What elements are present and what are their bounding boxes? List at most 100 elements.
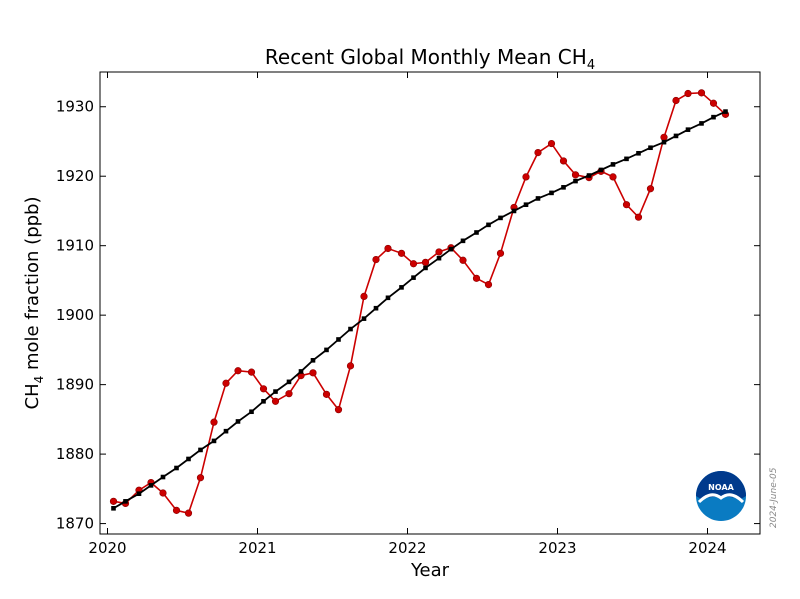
- data-point: [385, 295, 391, 301]
- y-tick-label: 1920: [56, 167, 94, 185]
- x-tick-label: 2020: [88, 539, 126, 557]
- data-point: [549, 190, 554, 196]
- data-point: [711, 114, 716, 120]
- data-point: [547, 139, 556, 148]
- data-point: [198, 447, 203, 453]
- data-point: [196, 474, 205, 482]
- data-point: [460, 238, 466, 244]
- data-point: [723, 109, 728, 114]
- data-point: [259, 385, 268, 393]
- chart-title-main: Recent Global Monthly Mean CH: [265, 45, 587, 69]
- data-point: [636, 150, 641, 156]
- data-point: [322, 390, 331, 398]
- data-point: [348, 326, 353, 332]
- data-point: [586, 173, 592, 178]
- data-point: [235, 419, 241, 424]
- x-axis-title: Year: [410, 560, 450, 581]
- data-point: [247, 368, 256, 376]
- data-point: [298, 369, 304, 374]
- y-tick-label: 1880: [56, 445, 94, 463]
- data-point: [522, 173, 530, 181]
- data-point: [709, 99, 718, 107]
- data-point: [249, 409, 254, 415]
- y-axis: 1870 1880 1890 1900 1910 1920 1930: [56, 98, 760, 533]
- data-point: [448, 246, 454, 252]
- series-line-1: [113, 110, 726, 510]
- data-point: [661, 139, 667, 145]
- x-tick-label: 2024: [688, 539, 726, 557]
- data-point: [435, 248, 443, 256]
- x-tick-label: 2021: [238, 539, 276, 557]
- chart-title: Recent Global Monthly Mean CH4: [265, 45, 595, 73]
- data-point: [399, 285, 404, 290]
- x-tick-label: 2022: [388, 539, 426, 557]
- noaa-logo-text: NOAA: [708, 483, 734, 492]
- data-point: [160, 474, 166, 480]
- data-point: [535, 196, 541, 201]
- data-point: [222, 379, 230, 387]
- data-point: [172, 506, 181, 514]
- data-point: [336, 337, 341, 342]
- data-point: [409, 260, 418, 268]
- data-point: [334, 406, 343, 414]
- data-point: [159, 489, 167, 497]
- data-point: [571, 171, 580, 179]
- data-point: [271, 397, 280, 405]
- y-axis-title: CH4 mole fraction (ppb): [22, 196, 46, 409]
- data-point: [610, 162, 616, 167]
- y-tick-label: 1930: [56, 98, 94, 116]
- data-point: [174, 465, 179, 471]
- data-point: [459, 256, 467, 264]
- y-tick-label: 1910: [56, 237, 94, 255]
- data-point: [561, 185, 566, 190]
- series-layer: [109, 89, 730, 517]
- data-point: [646, 185, 655, 193]
- data-point: [697, 89, 706, 97]
- data-point: [421, 258, 430, 266]
- data-point: [384, 244, 392, 253]
- data-point: [111, 505, 116, 511]
- data-point: [672, 96, 680, 105]
- data-point: [309, 369, 317, 377]
- data-point: [685, 127, 691, 132]
- data-point: [397, 249, 406, 257]
- data-point: [310, 358, 316, 363]
- data-point: [496, 249, 505, 257]
- data-point: [411, 275, 416, 280]
- data-point: [210, 418, 218, 426]
- data-point: [361, 316, 367, 321]
- y-axis-title-subscript: 4: [32, 376, 46, 384]
- data-point: [559, 157, 568, 165]
- data-point: [624, 156, 629, 162]
- x-axis: 2020 2021 2022 2023 2024: [88, 72, 727, 557]
- data-point: [373, 305, 379, 311]
- data-point: [109, 497, 118, 505]
- data-point: [285, 390, 293, 398]
- data-point: [286, 379, 292, 385]
- date-watermark: 2024-June-05: [769, 467, 779, 528]
- data-point: [423, 265, 428, 271]
- data-point: [523, 202, 529, 207]
- data-point: [436, 255, 442, 261]
- y-axis-title-rest: mole fraction (ppb): [22, 196, 43, 375]
- data-point: [634, 213, 643, 221]
- data-point: [699, 121, 704, 126]
- data-point: [261, 399, 266, 404]
- y-tick-label: 1900: [56, 306, 94, 324]
- data-point: [148, 483, 154, 488]
- data-point: [511, 208, 517, 214]
- data-point: [684, 89, 692, 98]
- plot-frame: [99, 71, 761, 535]
- y-tick-label: 1870: [56, 515, 94, 533]
- data-point: [472, 274, 481, 282]
- data-point: [648, 145, 653, 151]
- series-line-0: [113, 91, 727, 515]
- chart-title-subscript: 4: [587, 58, 595, 73]
- data-point: [534, 148, 542, 157]
- data-point: [609, 173, 617, 181]
- noaa-logo: NOAA: [696, 471, 746, 521]
- data-point: [474, 230, 479, 235]
- data-point: [234, 367, 242, 375]
- data-point: [660, 133, 668, 141]
